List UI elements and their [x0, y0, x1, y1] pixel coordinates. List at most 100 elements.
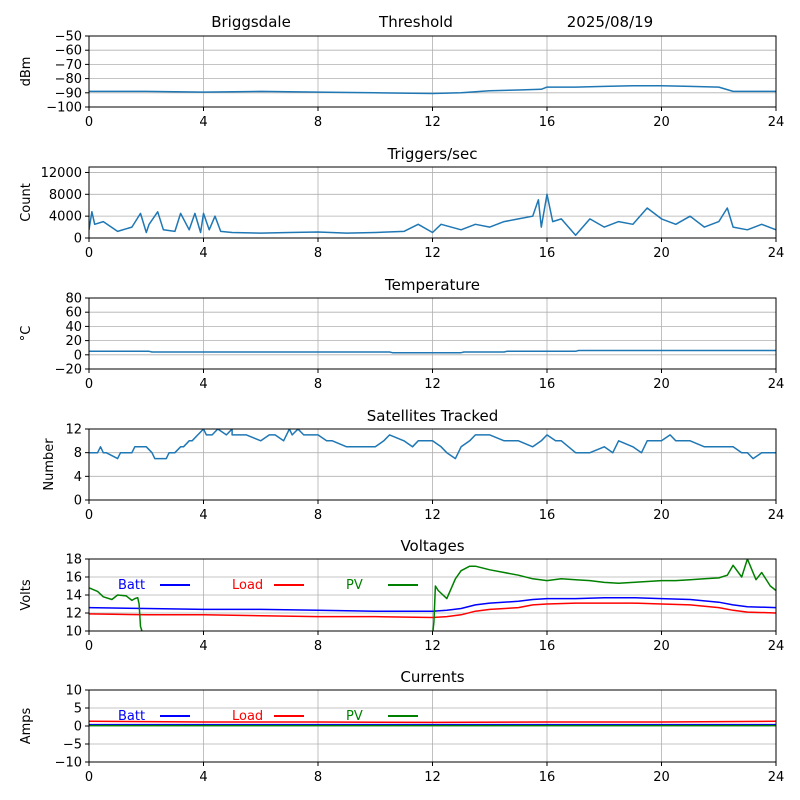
x-tick-label: 12	[424, 508, 441, 523]
x-tick-label: 16	[539, 377, 556, 392]
x-tick-label: 24	[768, 246, 785, 261]
series-line-triggers	[89, 193, 776, 237]
y-tick-label: 0	[74, 494, 82, 509]
x-tick-label: 20	[653, 377, 670, 392]
x-tick-label: 12	[424, 246, 441, 261]
x-tick-label: 0	[85, 377, 93, 392]
y-tick-label: 16	[65, 571, 82, 586]
y-tick-label: −10	[55, 756, 82, 771]
panel-satellites: 0 4 8 12 16 20 24 0 4 8 12 Satellites Tracked Number	[42, 407, 784, 523]
panel-triggers: 0 4 8 12 16 20 24 0 4000 8000 12000 Triggers/sec Cou…	[19, 145, 784, 261]
series-line-temperature	[89, 349, 776, 354]
x-tick-label: 24	[768, 770, 785, 785]
series-line-satellites	[89, 429, 776, 460]
x-tick-label: 20	[653, 770, 670, 785]
series-line-pv	[89, 559, 776, 631]
y-axis-label: dBm	[19, 57, 34, 87]
x-tick-label: 0	[85, 770, 93, 785]
x-tick-label: 4	[199, 770, 207, 785]
x-tick-label: 8	[314, 115, 322, 130]
x-tick-label: 16	[539, 246, 556, 261]
x-tick-label: 12	[424, 115, 441, 130]
x-tick-label: 24	[768, 639, 785, 654]
y-tick-label: 8000	[49, 188, 82, 203]
y-tick-label: 40	[65, 320, 82, 335]
panel-title: Voltages	[400, 537, 464, 555]
y-tick-label: 10	[65, 625, 82, 640]
x-tick-label: 8	[314, 770, 322, 785]
x-tick-label: 16	[539, 115, 556, 130]
date-title: 2025/08/19	[567, 13, 653, 31]
x-tick-label: 8	[314, 377, 322, 392]
y-tick-label: 12000	[41, 166, 82, 181]
x-tick-label: 0	[85, 246, 93, 261]
x-tick-label: 16	[539, 639, 556, 654]
x-tick-label: 8	[314, 508, 322, 523]
x-tick-label: 4	[199, 508, 207, 523]
x-tick-label: 8	[314, 639, 322, 654]
series-line-signal	[89, 84, 776, 95]
x-tick-label: 12	[424, 377, 441, 392]
y-tick-label: 14	[65, 589, 82, 604]
panel-title: Satellites Tracked	[367, 407, 498, 425]
x-tick-label: 24	[768, 115, 785, 130]
y-tick-label: 0	[74, 348, 82, 363]
x-tick-label: 12	[424, 639, 441, 654]
legend-label-batt: Batt	[118, 578, 145, 593]
mode-title: Threshold	[378, 13, 453, 31]
y-tick-label: 10	[65, 684, 82, 699]
y-tick-label: 80	[65, 292, 82, 307]
x-tick-label: 24	[768, 377, 785, 392]
series-line-batt	[89, 596, 776, 612]
legend-label-load: Load	[232, 578, 263, 593]
y-tick-label: 5	[74, 702, 82, 717]
legend-label-pv: PV	[346, 578, 363, 593]
y-axis-label: °C	[19, 326, 34, 342]
x-tick-label: 20	[653, 639, 670, 654]
panel-title: Triggers/sec	[387, 145, 478, 163]
panel-title: Currents	[400, 668, 464, 686]
y-tick-label: −90	[55, 86, 82, 101]
y-tick-label: −60	[55, 44, 82, 59]
x-tick-label: 12	[424, 770, 441, 785]
series-line-load	[89, 602, 776, 619]
y-tick-label: 18	[65, 553, 82, 568]
legend-label-load: Load	[232, 709, 263, 724]
y-tick-label: 20	[65, 334, 82, 349]
y-axis-label: Volts	[19, 579, 34, 611]
y-tick-label: 8	[74, 446, 82, 461]
x-tick-label: 4	[199, 246, 207, 261]
y-tick-label: −20	[55, 363, 82, 378]
x-tick-label: 0	[85, 639, 93, 654]
y-axis-label: Count	[19, 183, 34, 222]
y-tick-label: −5	[63, 738, 82, 753]
panel-voltages: 0 4 8 12 16 20 24 10 12 14 16 18 Voltages Volts Batt Lo…	[19, 537, 784, 654]
panel-title: Temperature	[384, 276, 480, 294]
y-tick-label: 4000	[49, 210, 82, 225]
x-tick-label: 16	[539, 508, 556, 523]
x-tick-label: 8	[314, 246, 322, 261]
y-tick-label: −100	[46, 101, 82, 116]
y-tick-label: 60	[65, 306, 82, 321]
x-tick-label: 0	[85, 508, 93, 523]
x-tick-label: 4	[199, 377, 207, 392]
y-tick-label: 0	[74, 232, 82, 247]
legend-label-pv: PV	[346, 709, 363, 724]
y-tick-label: 12	[65, 423, 82, 438]
x-tick-label: 4	[199, 639, 207, 654]
y-tick-label: −70	[55, 58, 82, 73]
x-tick-label: 20	[653, 246, 670, 261]
y-tick-label: −50	[55, 30, 82, 45]
series-line-load	[89, 720, 776, 724]
y-axis-label: Number	[42, 438, 57, 491]
y-axis-label: Amps	[19, 707, 34, 744]
site-title: Briggsdale	[211, 13, 291, 31]
x-tick-label: 16	[539, 770, 556, 785]
x-tick-label: 4	[199, 115, 207, 130]
y-tick-label: 0	[74, 720, 82, 735]
legend-label-batt: Batt	[118, 709, 145, 724]
panel-currents: 0 4 8 12 16 20 24 −10 −5 0 5 10 Currents Amps Batt Load…	[19, 668, 784, 785]
